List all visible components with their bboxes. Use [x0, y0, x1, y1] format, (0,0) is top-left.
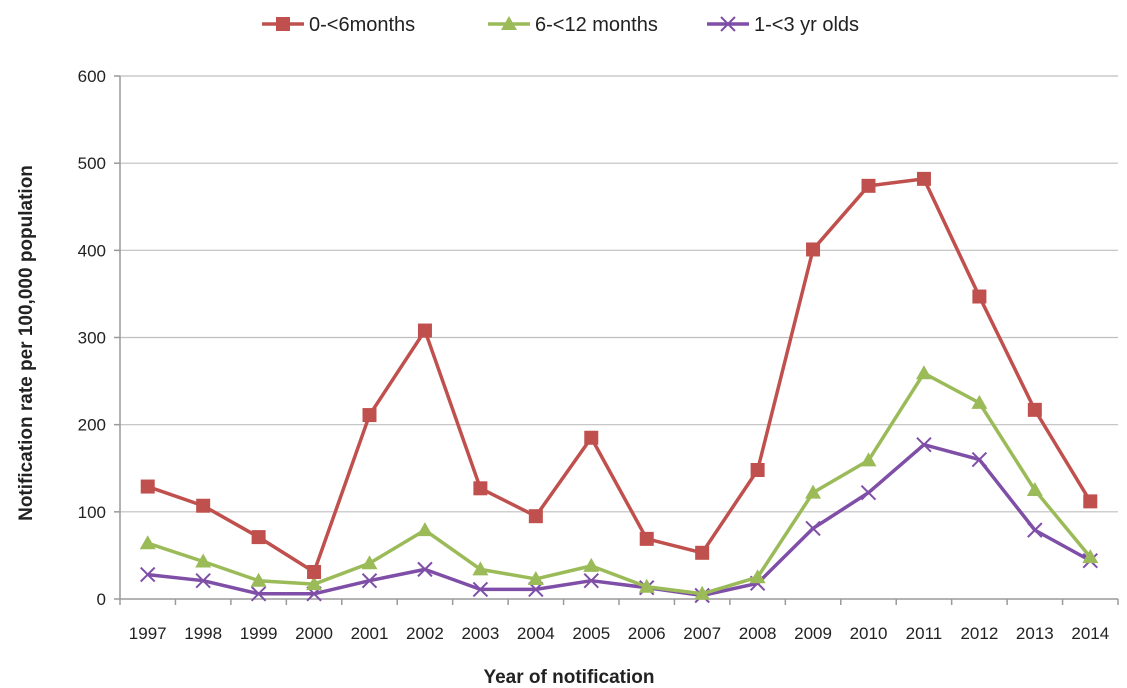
- x-tick-label-2000: 2000: [295, 624, 333, 643]
- data-point-2-2002: [417, 561, 433, 578]
- data-point-1-1999: [250, 572, 267, 587]
- legend-marker-1: [501, 16, 517, 30]
- data-point-0-2011: [916, 171, 931, 186]
- data-point-0-2009: [806, 242, 821, 257]
- legend-marker-0: [276, 17, 290, 31]
- data-point-1-2002: [416, 522, 433, 537]
- x-axis-title: Year of notification: [483, 667, 654, 688]
- data-point-1-2009: [805, 484, 822, 499]
- data-point-2-2011: [916, 437, 932, 453]
- data-point-0-2014: [1083, 494, 1098, 509]
- y-tick-label-400: 400: [78, 241, 106, 260]
- data-point-2-2003: [472, 581, 489, 598]
- data-point-2-1999: [250, 586, 267, 602]
- y-tick-label-100: 100: [78, 503, 106, 522]
- x-tick-label-2004: 2004: [517, 624, 555, 643]
- legend-label-1: 6-<12 months: [535, 14, 658, 36]
- data-point-1-2007: [694, 585, 711, 600]
- data-point-1-2006: [638, 578, 655, 593]
- series-line-1: [147, 371, 1092, 596]
- data-point-1-2000: [306, 576, 323, 591]
- x-tick-label-2007: 2007: [683, 624, 721, 643]
- series-0: [140, 171, 1098, 579]
- data-point-1-2004: [527, 570, 544, 585]
- x-tick-label-2012: 2012: [960, 624, 998, 643]
- data-point-2-1997: [140, 566, 156, 583]
- x-tick-label-2014: 2014: [1071, 624, 1109, 643]
- data-point-0-2002: [417, 323, 432, 338]
- series-line-2: [147, 442, 1092, 598]
- data-point-1-2008: [749, 569, 766, 584]
- legend-item-0: 0-<6months: [262, 14, 415, 36]
- x-tick-label-1999: 1999: [240, 624, 278, 643]
- x-tick-label-2010: 2010: [850, 624, 888, 643]
- x-tick-label-2006: 2006: [628, 624, 666, 643]
- data-point-0-2003: [473, 481, 488, 496]
- y-tick-label-500: 500: [78, 154, 106, 173]
- data-point-0-2010: [861, 178, 876, 193]
- data-point-0-1998: [196, 498, 211, 513]
- data-point-0-1997: [140, 479, 155, 494]
- data-point-2-1998: [195, 572, 211, 589]
- y-tick-label-200: 200: [78, 416, 106, 435]
- series-layer: [139, 171, 1099, 604]
- data-point-0-1999: [251, 530, 266, 545]
- data-point-1-2011: [915, 365, 932, 380]
- data-point-0-2001: [362, 408, 377, 423]
- data-point-2-2010: [860, 484, 877, 501]
- legend-item-1: 6-<12 months: [488, 14, 658, 36]
- data-point-0-2006: [639, 531, 654, 546]
- y-tick-label-600: 600: [78, 67, 106, 86]
- x-tick-label-1998: 1998: [184, 624, 222, 643]
- data-point-1-1998: [195, 553, 212, 568]
- x-tick-label-1997: 1997: [129, 624, 167, 643]
- data-point-0-2007: [695, 545, 710, 560]
- x-tick-label-2001: 2001: [351, 624, 389, 643]
- legend-marker-2: [720, 16, 736, 32]
- data-point-1-2003: [472, 561, 489, 576]
- data-point-0-2008: [750, 462, 765, 477]
- series-line-0: [147, 177, 1092, 574]
- legend-label-2: 1-<3 yr olds: [754, 14, 859, 36]
- y-axis-title: Notification rate per 100,000 population: [16, 165, 37, 521]
- data-point-0-2000: [307, 564, 322, 579]
- data-point-2-2013: [1027, 522, 1043, 538]
- data-point-2-2012: [971, 451, 988, 468]
- x-tick-label-2002: 2002: [406, 624, 444, 643]
- gridlines: [120, 75, 1118, 513]
- data-point-1-2014: [1082, 549, 1099, 564]
- data-point-2-2005: [583, 572, 599, 589]
- data-point-1-2001: [361, 555, 378, 570]
- legend: 0-<6months 6-<12 months 1-<3 yr olds: [262, 14, 859, 36]
- x-tick-label-2008: 2008: [739, 624, 777, 643]
- data-point-1-2010: [860, 452, 877, 467]
- x-tick-label-2005: 2005: [572, 624, 610, 643]
- data-point-1-2005: [583, 557, 600, 572]
- data-point-1-2013: [1026, 482, 1043, 497]
- legend-item-2: 1-<3 yr olds: [707, 14, 859, 36]
- data-point-0-2012: [972, 289, 987, 304]
- series-1: [139, 365, 1099, 600]
- x-axis-ticks: 1997 1998 1999 2000 2001 2002 2003 2004 2005 2006…: [119, 599, 1119, 643]
- x-tick-label-2011: 2011: [906, 624, 943, 643]
- data-point-2-2009: [805, 520, 821, 537]
- y-tick-label-300: 300: [78, 329, 106, 348]
- y-axis-ticks: 0 100 200 300 400 500 600: [78, 67, 120, 609]
- x-tick-label-2013: 2013: [1016, 624, 1054, 643]
- x-tick-label-2003: 2003: [461, 624, 499, 643]
- data-point-1-2012: [971, 394, 988, 409]
- data-point-0-2013: [1027, 402, 1042, 417]
- data-point-2-2001: [361, 572, 378, 589]
- data-point-0-2004: [528, 509, 543, 524]
- data-point-0-2005: [584, 430, 599, 445]
- y-tick-label-0: 0: [97, 590, 106, 609]
- x-tick-label-2009: 2009: [794, 624, 832, 643]
- legend-label-0: 0-<6months: [309, 14, 415, 36]
- data-point-1-1997: [139, 535, 156, 550]
